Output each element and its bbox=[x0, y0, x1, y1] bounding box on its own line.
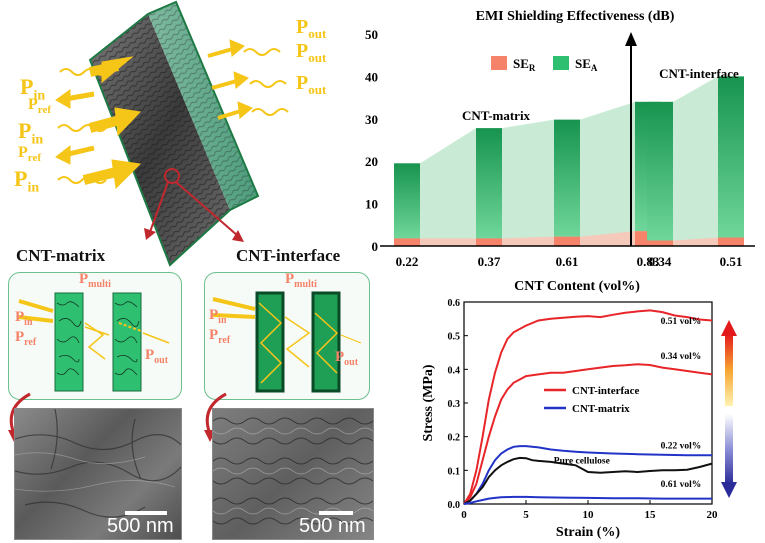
interface-p-ref-label: Pref bbox=[209, 327, 231, 346]
curve-label: 0.61 vol% bbox=[661, 480, 702, 490]
se-a-area-0 bbox=[394, 101, 661, 246]
emi-bar-chart: EMI Shielding Effectiveness (dB) 0 10 20 30 4… bbox=[365, 9, 755, 294]
incident-wave-arrows bbox=[57, 56, 142, 190]
matrix-p-in-label: Pin bbox=[15, 309, 33, 328]
x-axis-label: Strain (%) bbox=[556, 525, 621, 540]
matrix-p-out-label: Pout bbox=[145, 347, 169, 366]
se-a-bar bbox=[718, 76, 744, 238]
x-tick-label: 0.37 bbox=[478, 254, 501, 269]
curve-label: Pure cellulose bbox=[554, 457, 610, 467]
legend-label: SEA bbox=[575, 56, 598, 73]
se-r-bar bbox=[476, 238, 502, 246]
matrix-p-ref-label: Pref bbox=[15, 329, 37, 348]
se-a-bar bbox=[394, 163, 420, 239]
x-tick-label: 10 bbox=[583, 509, 595, 521]
cnt-interface-heading: CNT-interface bbox=[236, 246, 341, 265]
decrease-arrow-shaft bbox=[725, 414, 733, 484]
matrix-p-multi-label: Pmulti bbox=[79, 271, 111, 290]
sem-image-cnt-matrix: 500 nm bbox=[14, 408, 182, 540]
legend-label: SER bbox=[513, 56, 536, 73]
legend-label: CNT-interface bbox=[572, 385, 640, 397]
sem-interface-scale-label: 500 nm bbox=[299, 515, 366, 537]
chart-title: EMI Shielding Effectiveness (dB) bbox=[476, 9, 675, 24]
sem-matrix-scale-label: 500 nm bbox=[107, 515, 174, 537]
transmitted-wave-arrows bbox=[207, 39, 289, 120]
increase-arrow-shaft bbox=[725, 334, 733, 406]
series-line-0-61-vol- bbox=[463, 495, 712, 505]
divider-arrowhead bbox=[625, 32, 637, 46]
x-axis-label: CNT Content (vol%) bbox=[514, 279, 640, 294]
cnt-matrix-mechanism-panel: Pmulti Pin Pref Pout bbox=[8, 271, 182, 400]
x-tick-label: 0.61 bbox=[556, 254, 579, 269]
p-ref-label-1: Pref bbox=[28, 96, 52, 117]
increase-arrow-head bbox=[721, 320, 737, 336]
x-tick-label: 15 bbox=[645, 509, 657, 521]
x-tick-label: 5 bbox=[523, 509, 529, 521]
y-tick-label: 0 bbox=[372, 239, 379, 254]
p-ref-label-2: Pref bbox=[18, 144, 42, 165]
y-tick-label: 0.5 bbox=[448, 332, 461, 343]
se-r-bar bbox=[554, 236, 580, 246]
y-tick-label: 0.3 bbox=[448, 399, 461, 410]
group-label-cnt-matrix: CNT-matrix bbox=[462, 108, 531, 123]
se-r-bar bbox=[394, 238, 420, 246]
y-tick-label: 30 bbox=[365, 112, 378, 127]
group-label-cnt-interface: CNT-interface bbox=[659, 66, 739, 81]
p-in-label-2: Pin bbox=[18, 118, 44, 148]
y-tick-label: 50 bbox=[365, 27, 378, 42]
decrease-arrow-head bbox=[721, 482, 737, 498]
sem-pointer-arrows bbox=[8, 392, 227, 442]
cnt-interface-mechanism-diagram bbox=[212, 291, 362, 393]
y-tick-label: 0.0 bbox=[448, 500, 461, 511]
y-tick-label: 0.2 bbox=[448, 433, 461, 444]
se-a-bar bbox=[554, 119, 580, 237]
legend-label: CNT-matrix bbox=[572, 403, 630, 415]
series-line-pure-cellulose bbox=[463, 456, 713, 505]
p-out-label-1: Pout bbox=[296, 16, 327, 41]
x-tick-label: 0 bbox=[461, 509, 467, 521]
curve-label: 0.51 vol% bbox=[661, 317, 702, 327]
series-line-0-51-vol- bbox=[463, 309, 713, 505]
y-tick-label: 0.4 bbox=[448, 365, 461, 376]
stress-strain-chart: 0 5 10 15 20 0.0 0.1 0.2 0.3 0.4 0.5 0.6 0.51 vol% 0.… bbox=[421, 298, 737, 540]
curve-label: 0.22 vol% bbox=[661, 441, 702, 451]
y-axis-label: Stress (MPa) bbox=[421, 364, 436, 441]
reflected-wave-arrows bbox=[55, 89, 95, 165]
se-r-bar bbox=[647, 240, 673, 246]
y-tick-label: 10 bbox=[365, 197, 378, 212]
sem-image-cnt-interface: 500 nm bbox=[212, 408, 374, 540]
cnt-matrix-mechanism-diagram bbox=[18, 292, 170, 392]
legend-swatch bbox=[491, 56, 507, 70]
p-in-label-1: Pin bbox=[20, 74, 46, 104]
schematic-illustration bbox=[55, 0, 289, 267]
x-tick-label: 0.51 bbox=[720, 254, 743, 269]
p-in-label-3: Pin bbox=[14, 166, 40, 196]
interface-p-multi-label: Pmulti bbox=[285, 271, 317, 290]
y-tick-label: 40 bbox=[365, 69, 378, 84]
y-tick-label: 20 bbox=[365, 154, 378, 169]
p-out-label-2: Pout bbox=[296, 40, 327, 65]
y-tick-label: 0.6 bbox=[448, 298, 461, 309]
x-tick-label: 0.83 bbox=[637, 254, 660, 269]
curve-label: 0.34 vol% bbox=[661, 352, 702, 362]
series-line-0-22-vol- bbox=[463, 445, 712, 505]
cnt-interface-mechanism-panel: Pmulti Pin Pref Pout bbox=[204, 271, 370, 400]
legend-swatch bbox=[553, 56, 569, 70]
interface-p-in-label: Pin bbox=[209, 307, 227, 326]
p-out-label-3: Pout bbox=[296, 72, 327, 97]
se-a-bar bbox=[476, 128, 502, 239]
y-tick-label: 0.1 bbox=[448, 466, 461, 477]
se-a-bar bbox=[647, 101, 673, 241]
x-tick-label: 0.34 bbox=[649, 254, 672, 269]
x-tick-label: 20 bbox=[707, 509, 719, 521]
se-r-area-0 bbox=[394, 231, 661, 246]
x-tick-label: 0.22 bbox=[396, 254, 419, 269]
interface-p-out-label: Pout bbox=[335, 349, 359, 368]
series-line-0-34-vol- bbox=[463, 363, 713, 505]
cnt-matrix-heading: CNT-matrix bbox=[16, 246, 106, 265]
se-r-bar bbox=[718, 237, 744, 246]
